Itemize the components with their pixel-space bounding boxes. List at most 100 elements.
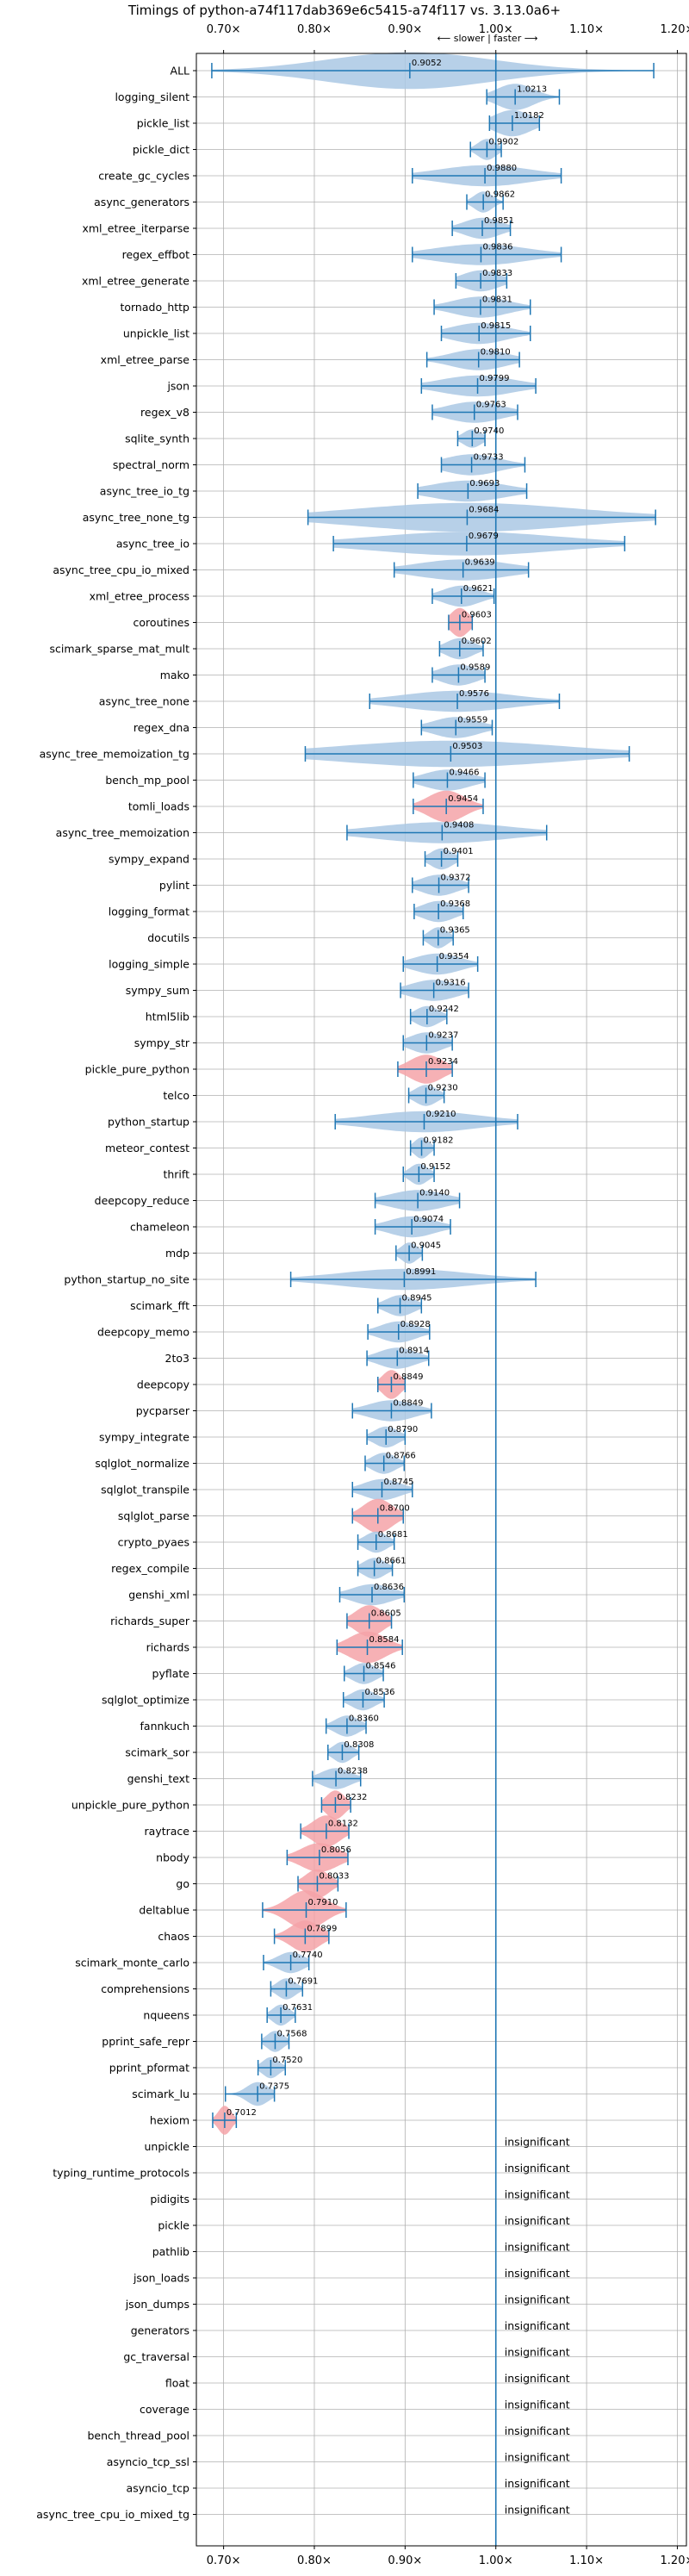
benchmark-label: sqlglot_normalize <box>95 1457 189 1470</box>
mean-value-label: 0.8308 <box>344 1740 374 1750</box>
mean-value-label: 0.9740 <box>474 426 504 436</box>
mean-value-label: 0.9234 <box>428 1057 458 1067</box>
mean-value-label: 0.8232 <box>337 1793 367 1802</box>
benchmark-label: pylint <box>159 879 189 892</box>
mean-value-label: 0.8849 <box>393 1399 423 1409</box>
benchmark-label: bench_mp_pool <box>105 774 189 787</box>
benchmark-label: sympy_expand <box>109 853 189 866</box>
mean-value-label: 0.8584 <box>369 1635 400 1645</box>
benchmark-label: chameleon <box>130 1221 189 1234</box>
plot-frame <box>196 53 687 2547</box>
mean-value-label: 0.8945 <box>402 1294 432 1304</box>
benchmark-label: async_tree_io <box>116 538 189 551</box>
x-tick-label-top: 1.10× <box>569 23 604 36</box>
benchmark-label: sympy_sum <box>126 984 189 997</box>
insignificant-label: insignificant <box>505 2188 570 2201</box>
benchmark-label: coverage <box>140 2403 189 2416</box>
benchmark-label: create_gc_cycles <box>98 170 189 183</box>
mean-value-label: 0.8681 <box>378 1530 408 1540</box>
benchmark-label: unpickle_pure_python <box>71 1799 189 1812</box>
mean-value-label: 0.8546 <box>366 1662 396 1671</box>
benchmark-label: pickle_pure_python <box>85 1063 189 1076</box>
mean-value-label: 0.8056 <box>321 1845 351 1855</box>
insignificant-label: insignificant <box>505 2424 570 2437</box>
x-tick-label-top: 0.70× <box>207 23 241 36</box>
mean-value-label: 0.9639 <box>465 558 495 568</box>
benchmark-label: scimark_sparse_mat_mult <box>50 643 190 656</box>
mean-value-label: 0.8700 <box>380 1504 410 1514</box>
mean-value-label: 0.9880 <box>487 164 517 173</box>
benchmark-label: python_startup_no_site <box>64 1273 189 1286</box>
mean-value-label: 0.9316 <box>436 979 466 988</box>
benchmark-label: deepcopy_reduce <box>95 1194 190 1207</box>
x-tick-label-bottom: 1.20× <box>661 2554 689 2567</box>
mean-value-label: 0.9140 <box>419 1189 450 1198</box>
mean-value-label: 0.9589 <box>460 663 490 673</box>
benchmark-label: richards_super <box>110 1615 190 1627</box>
mean-value-label: 0.8605 <box>371 1609 401 1619</box>
benchmark-label: logging_format <box>109 905 189 918</box>
benchmark-label: nqueens <box>143 2009 189 2022</box>
mean-value-label: 0.9152 <box>420 1162 450 1172</box>
benchmark-label: scimark_sor <box>125 1746 189 1759</box>
mean-value-label: 0.9045 <box>411 1241 441 1251</box>
label-layer: 0.70× 0.70× 0.80× 0.80× 0.90× 0.90× 1.00× 1.00×… <box>36 23 689 2567</box>
mean-value-label: 0.8766 <box>386 1452 416 1461</box>
insignificant-label: insignificant <box>505 2477 570 2490</box>
benchmark-label: pidigits <box>150 2193 189 2206</box>
insignificant-label: insignificant <box>505 2293 570 2306</box>
benchmark-label: deepcopy <box>137 1378 190 1391</box>
mean-value-label: 1.0213 <box>517 85 547 95</box>
mean-value-label: 0.9815 <box>481 321 511 331</box>
insignificant-label: insignificant <box>505 2319 570 2332</box>
benchmark-label: asyncio_tcp_ssl <box>107 2455 189 2468</box>
insignificant-label: insignificant <box>505 2399 570 2411</box>
benchmark-label: generators <box>131 2324 189 2337</box>
chart-title: Timings of python-a74f117dab369e6c5415-a… <box>127 3 561 18</box>
benchmark-label: chaos <box>158 1930 189 1943</box>
direction-label: ⟵ slower | faster ⟶ <box>438 33 538 44</box>
benchmark-label: xml_etree_iterparse <box>82 222 189 235</box>
benchmark-label: xml_etree_parse <box>101 353 190 366</box>
benchmark-label: unpickle_list <box>123 327 189 340</box>
insignificant-label: insignificant <box>505 2372 570 2385</box>
benchmark-label: ALL <box>171 65 190 78</box>
benchmark-label: unpickle <box>144 2140 189 2153</box>
mean-value-label: 0.9902 <box>488 138 518 147</box>
x-tick-label-bottom: 1.10× <box>569 2554 604 2567</box>
mean-value-label: 0.9242 <box>429 1005 459 1014</box>
mean-value-label: 0.9503 <box>452 742 482 751</box>
mean-value-label: 0.9372 <box>441 874 471 883</box>
mean-value-label: 0.9230 <box>428 1084 458 1093</box>
mean-value-label: 0.8849 <box>393 1372 423 1382</box>
benchmark-label: meteor_contest <box>105 1142 189 1154</box>
mean-value-label: 0.9559 <box>457 716 487 725</box>
mean-value-label: 0.8914 <box>399 1347 429 1356</box>
mean-value-label: 0.9182 <box>424 1136 454 1146</box>
insignificant-label: insignificant <box>505 2346 570 2359</box>
benchmark-label: float <box>165 2377 189 2390</box>
mean-value-label: 0.9810 <box>481 348 511 358</box>
benchmark-label: sympy_str <box>134 1036 190 1049</box>
mean-value-label: 0.8132 <box>328 1820 358 1829</box>
benchmark-label: async_tree_none_tg <box>83 511 189 524</box>
benchmark-label: pickle <box>158 2219 189 2232</box>
mean-value-label: 0.8360 <box>349 1714 379 1724</box>
mean-value-label: 0.9576 <box>459 689 489 699</box>
benchmark-label: logging_silent <box>115 90 189 103</box>
mean-value-label: 0.9679 <box>469 532 499 541</box>
mean-value-label: 0.9354 <box>439 952 469 961</box>
benchmark-label: regex_compile <box>111 1562 189 1575</box>
mean-value-label: 0.9684 <box>469 506 499 515</box>
benchmark-label: tomli_loads <box>128 800 189 813</box>
mean-value-label: 0.9401 <box>444 847 474 856</box>
x-tick-label-bottom: 0.90× <box>388 2554 422 2567</box>
benchmark-label: thrift <box>163 1168 189 1181</box>
benchmark-label: json_loads <box>133 2272 189 2285</box>
benchmark-label: deepcopy_memo <box>97 1326 189 1339</box>
benchmark-label: raytrace <box>145 1825 190 1838</box>
benchmark-label: json <box>166 380 189 393</box>
mean-value-label: 0.9833 <box>482 269 512 278</box>
mean-value-label: 0.8745 <box>383 1478 413 1487</box>
